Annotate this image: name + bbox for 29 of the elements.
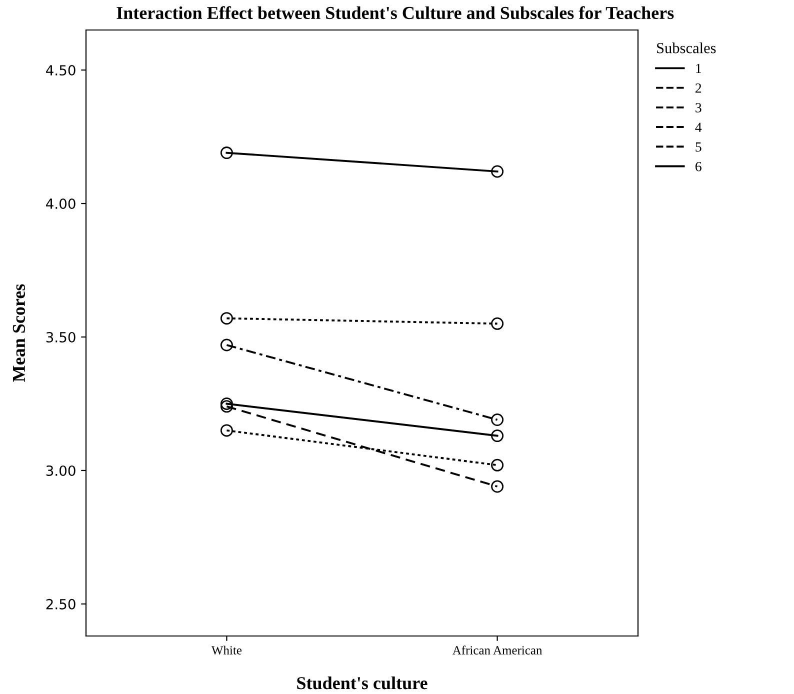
chart-title: Interaction Effect between Student's Culture and Subscales for Teachers — [116, 6, 674, 20]
point — [491, 414, 504, 426]
legend-label: 4 — [695, 122, 702, 132]
point — [220, 338, 233, 352]
legend-label: 3 — [696, 103, 702, 112]
point — [220, 400, 233, 413]
x-axis-title: Student's culture — [297, 676, 428, 690]
y-tick-label: 2.50 — [46, 598, 76, 610]
point — [220, 146, 233, 160]
y-axis-title: Mean Scores — [12, 284, 26, 382]
point — [491, 165, 504, 178]
x-tick-label: White — [211, 646, 242, 655]
y-tick-label: 3.50 — [46, 332, 76, 342]
x-tick-label: African American — [452, 646, 542, 655]
point — [491, 458, 504, 472]
legend-label: 6 — [696, 162, 702, 172]
legend-label: 1 — [696, 64, 702, 74]
point — [491, 430, 504, 442]
legend-label: 5 — [696, 142, 702, 152]
y-tick-label: 4.50 — [46, 65, 76, 76]
point — [220, 312, 233, 325]
point — [220, 397, 233, 410]
legend-title: Subscales — [657, 42, 716, 54]
point — [491, 480, 504, 493]
point — [220, 424, 233, 437]
y-tick-label: 4.00 — [46, 198, 76, 209]
legend-label: 2 — [696, 83, 702, 93]
y-tick-label: 3.00 — [46, 465, 76, 476]
point — [491, 317, 504, 330]
